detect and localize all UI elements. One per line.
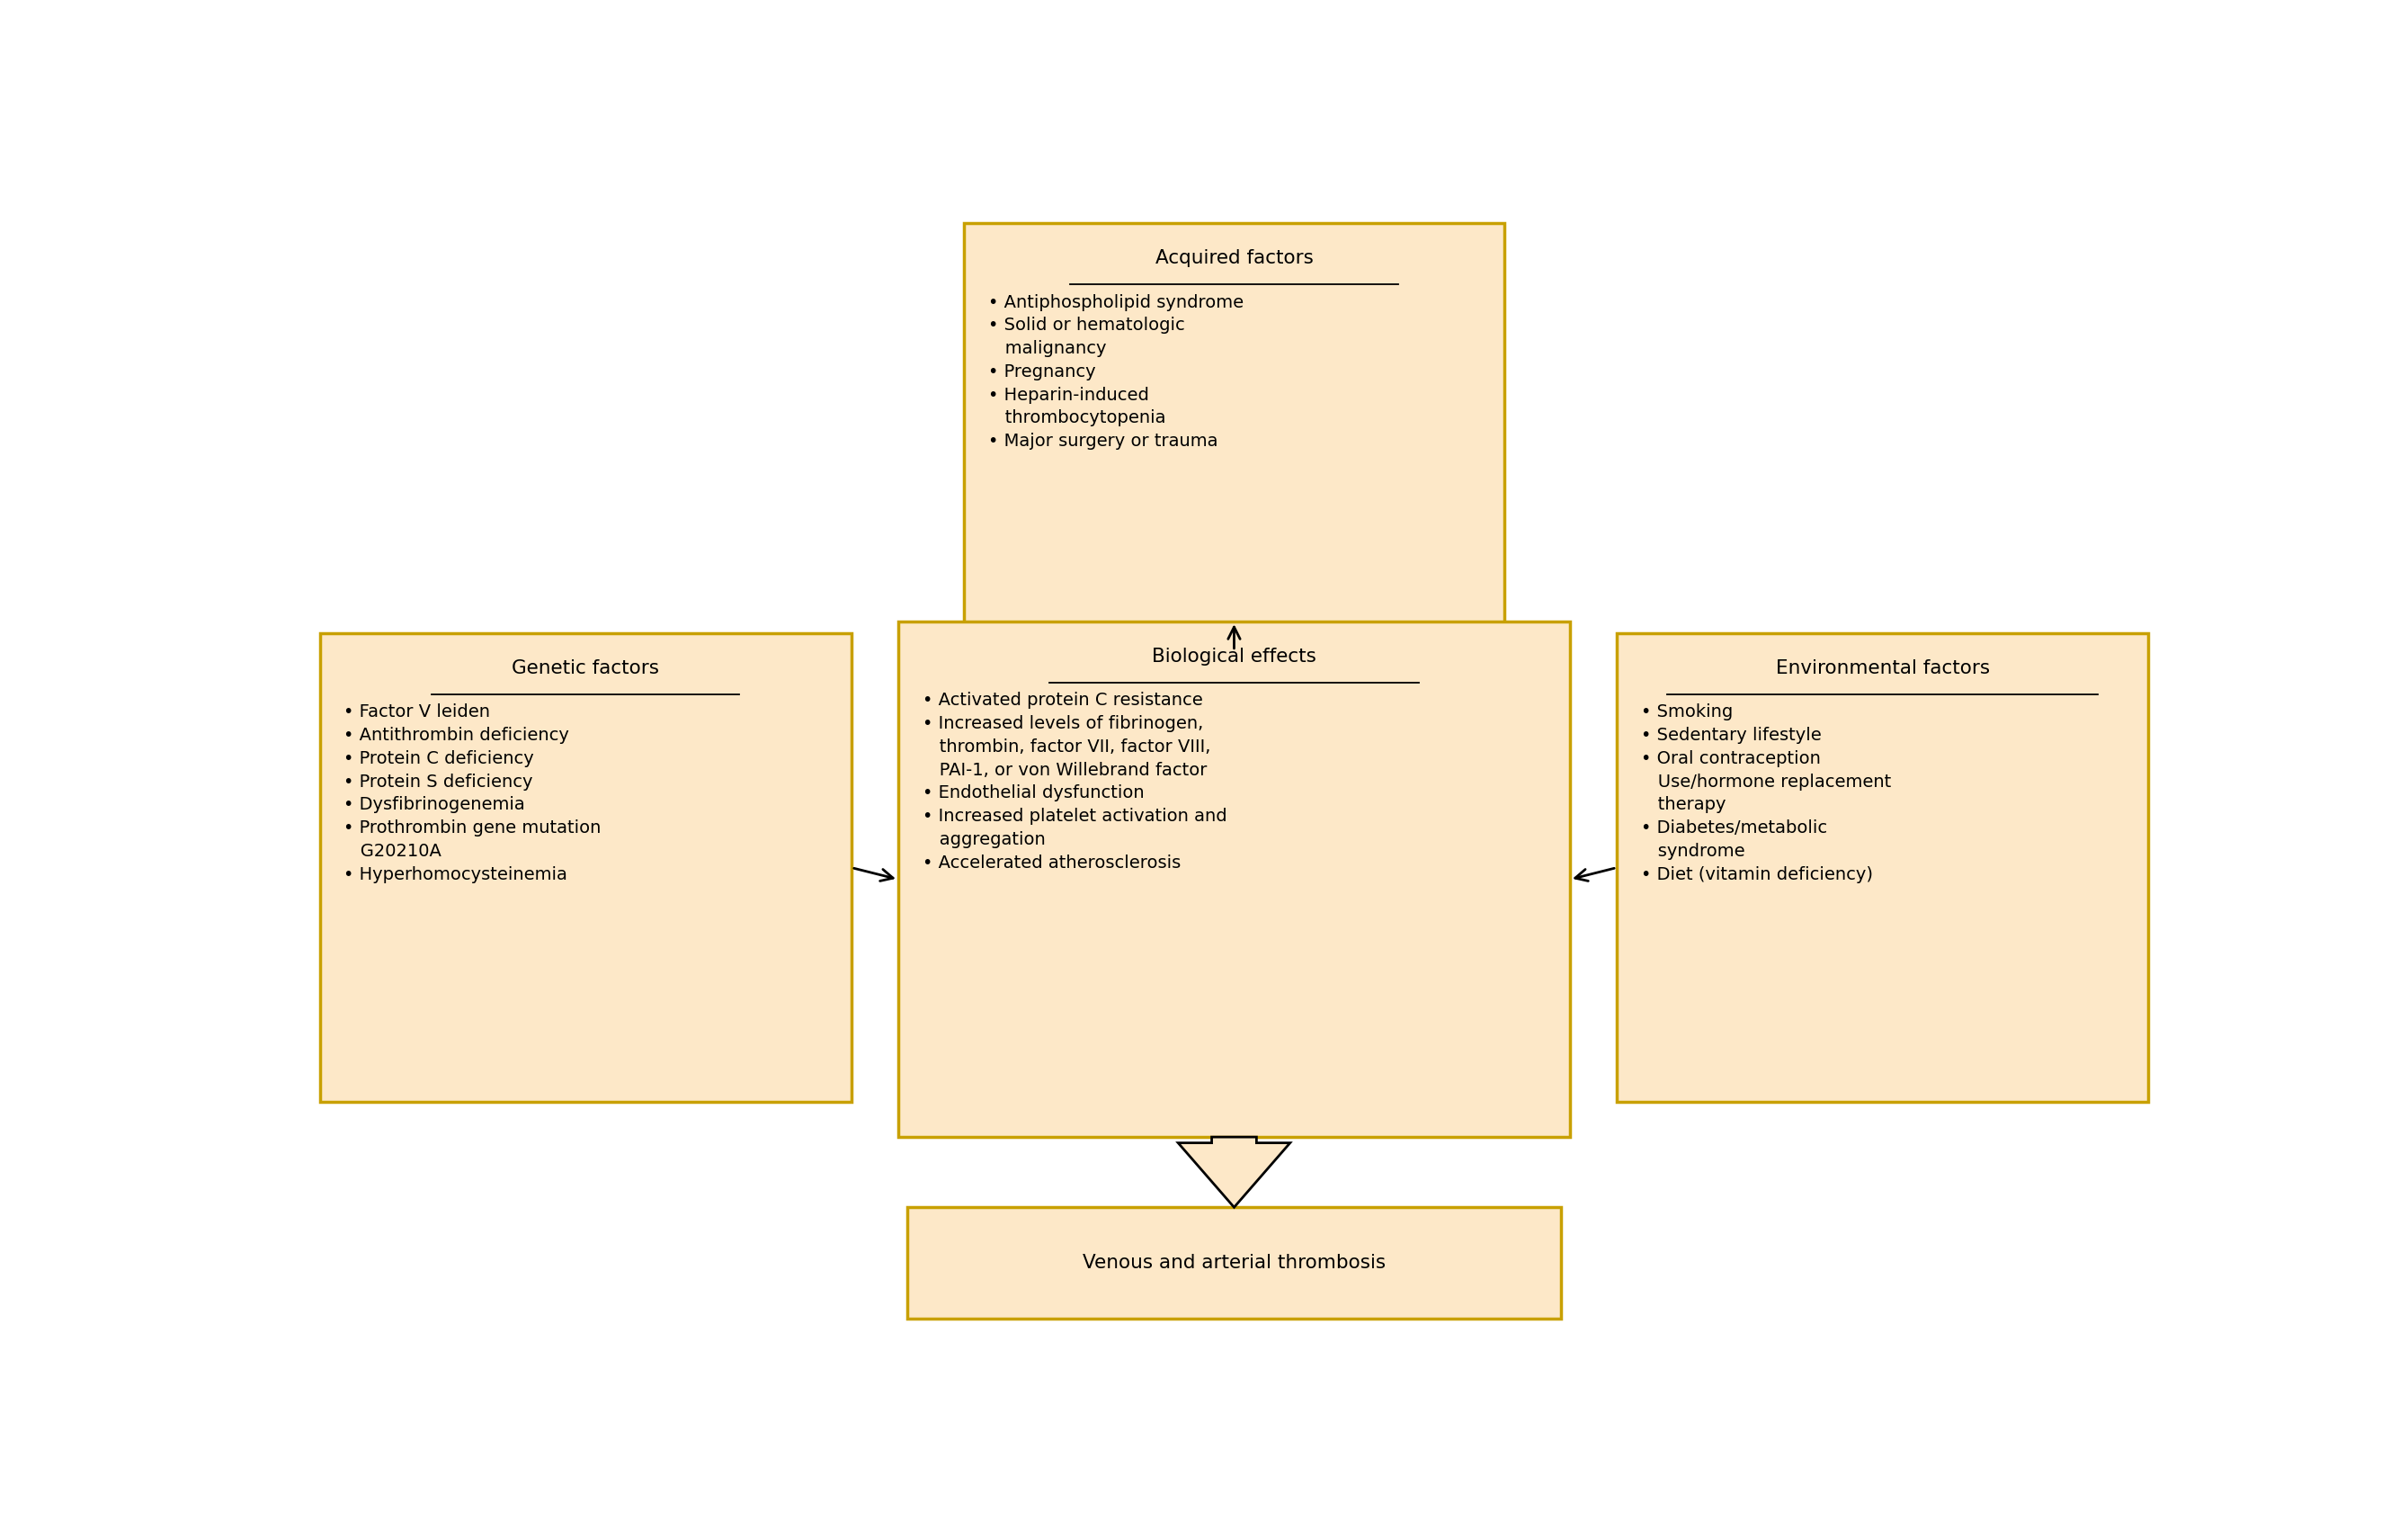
Text: Environmental factors: Environmental factors [1775,659,1989,677]
FancyBboxPatch shape [320,633,852,1101]
Text: Biological effects: Biological effects [1151,648,1317,666]
FancyBboxPatch shape [908,1208,1560,1319]
FancyBboxPatch shape [898,622,1570,1138]
FancyBboxPatch shape [963,224,1505,651]
Text: Genetic factors: Genetic factors [513,659,660,677]
FancyBboxPatch shape [1616,633,2148,1101]
Text: Venous and arterial thrombosis: Venous and arterial thrombosis [1084,1253,1385,1272]
Text: • Activated protein C resistance
• Increased levels of fibrinogen,
   thrombin, : • Activated protein C resistance • Incre… [922,692,1228,872]
Text: • Smoking
• Sedentary lifestyle
• Oral contraception
   Use/hormone replacement
: • Smoking • Sedentary lifestyle • Oral c… [1640,704,1890,882]
Text: Acquired factors: Acquired factors [1156,249,1312,268]
Text: • Factor V leiden
• Antithrombin deficiency
• Protein C deficiency
• Protein S d: • Factor V leiden • Antithrombin deficie… [344,704,602,882]
Text: • Antiphospholipid syndrome
• Solid or hematologic
   malignancy
• Pregnancy
• H: • Antiphospholipid syndrome • Solid or h… [987,294,1243,450]
Polygon shape [1178,1138,1291,1208]
